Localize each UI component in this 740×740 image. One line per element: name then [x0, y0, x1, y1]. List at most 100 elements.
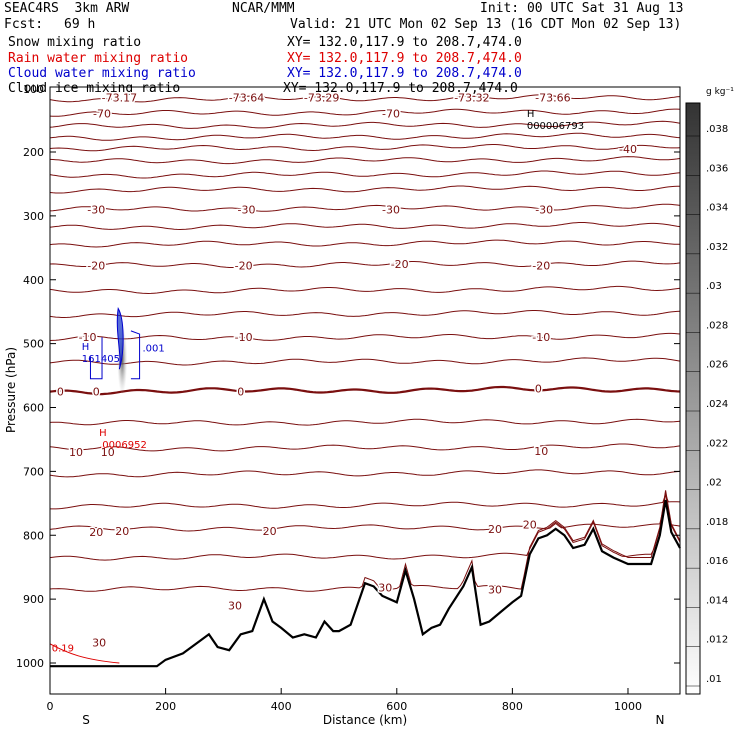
y-tick-label: 200 [23, 146, 44, 159]
temperature-contour [49, 357, 681, 366]
contour-label: -40 [619, 143, 637, 156]
field-xy-cloud-water: XY= 132.0,117.9 to 208.7,474.0 [287, 66, 522, 81]
plot-frame [49, 86, 681, 695]
contour-label: -20 [235, 260, 253, 273]
y-tick-label: 1000 [16, 657, 44, 670]
contour-label: -30 [238, 203, 256, 216]
x-tick-label: 400 [271, 700, 292, 713]
temperature-contour [49, 156, 681, 165]
colorbar-label: .028 [706, 320, 728, 331]
x-axis-label: Distance (km) [323, 713, 407, 727]
field-value-label: 0.19 [52, 644, 74, 655]
y-tick-label: 700 [23, 465, 44, 478]
contour-label: -20 [87, 260, 105, 273]
contour-label: 30 [228, 600, 242, 613]
temperature-contour [49, 185, 680, 194]
field-name-rain: Rain water mixing ratio [8, 51, 189, 66]
contour-label: -70 [93, 108, 111, 121]
title-org: NCAR/MMM [232, 1, 295, 16]
contour-label: 30 [92, 637, 106, 650]
field-xy-snow: XY= 132.0,117.9 to 208.7,474.0 [287, 35, 522, 50]
field-value-label: .001 [142, 343, 164, 354]
contour-label: -73.32 [454, 92, 489, 105]
title-project: SEAC4RS 3km ARW [4, 1, 130, 16]
y-axis-label: Pressure (hPa) [4, 347, 18, 433]
colorbar-label: .024 [706, 399, 728, 410]
colorbar-label: .034 [706, 203, 728, 214]
colorbar-label: .026 [706, 360, 728, 371]
contour-label: -70 [382, 108, 400, 121]
colorbar-label: .032 [706, 242, 728, 253]
temperature-contour [49, 310, 681, 318]
temperature-contour [49, 144, 681, 152]
fcst-value: 69 h [64, 17, 96, 32]
colorbar-label: .016 [706, 556, 728, 567]
contour-label: 0 [93, 386, 100, 399]
max-marker: H [99, 428, 107, 439]
temperature-contour [49, 108, 681, 117]
max-marker-value: 161405 [82, 354, 120, 365]
temperature-contour [49, 94, 681, 103]
field-name-cloud-water: Cloud water mixing ratio [8, 66, 196, 81]
contour-label: 20 [263, 525, 277, 538]
fcst-label: Fcst: [4, 17, 44, 32]
field-xy-cloud-ice: XY= 132.0,117.9 to 208.7,474.0 [283, 81, 518, 96]
temperature-contour [49, 443, 681, 452]
contour-label: -20 [532, 260, 550, 273]
terrain-line [50, 499, 681, 668]
temperature-contour [49, 132, 681, 141]
y-tick-label: 600 [23, 402, 44, 415]
temperature-contour [49, 491, 681, 561]
contour-label: -73.17 [102, 92, 137, 105]
contour-label: 0 [535, 382, 542, 395]
contour-label: -73.29 [304, 92, 339, 105]
y-tick-label: 900 [23, 593, 44, 606]
contour-label: 20 [523, 518, 537, 531]
cloud-water-core [116, 307, 124, 370]
contour-label: -30 [87, 203, 105, 216]
contour-label: 10 [534, 445, 548, 458]
x-tick-label: 0 [47, 700, 54, 713]
temperature-contour [49, 239, 680, 248]
temperature-contour [49, 120, 681, 129]
max-marker-value: 000006793 [527, 121, 584, 132]
y-tick-label: 400 [23, 274, 44, 287]
colorbar-label: .022 [706, 438, 728, 449]
temperature-contour [49, 260, 681, 268]
x-tick-label: 600 [386, 700, 407, 713]
contour-label: -10 [532, 331, 550, 344]
temperature-contour [49, 490, 681, 592]
contour-label: 20 [115, 525, 129, 538]
temperature-contour [49, 222, 681, 231]
max-marker: H [82, 342, 90, 353]
temperature-contour [49, 203, 681, 212]
valid-time: Valid: 21 UTC Mon 02 Sep 13 (16 CDT Mon … [290, 17, 682, 32]
contour-label: 10 [69, 446, 83, 459]
max-marker: H [527, 109, 535, 120]
contour-label: 0 [237, 386, 244, 399]
colorbar-label: .018 [706, 517, 728, 528]
colorbar-label: .03 [706, 281, 722, 292]
contour-label: 0 [57, 386, 64, 399]
contour-label: 20 [488, 523, 502, 536]
y-tick-label: 800 [23, 529, 44, 542]
colorbar-label: .01 [706, 674, 722, 685]
colorbar-label: .012 [706, 635, 728, 646]
temperature-contour [49, 285, 681, 295]
rain-water-contour [49, 643, 120, 664]
colorbar-label: .036 [706, 163, 728, 174]
temperature-contour [49, 385, 681, 396]
x-end-left: S [82, 713, 90, 727]
contour-label: -10 [79, 331, 97, 344]
colorbar [685, 102, 701, 695]
contour-label: -30 [382, 203, 400, 216]
colorbar-label: .038 [706, 124, 728, 135]
contour-label: -73.66 [535, 92, 570, 105]
field-name-snow: Snow mixing ratio [8, 35, 142, 50]
title-init: Init: 00 UTC Sat 31 Aug 13 [480, 1, 684, 16]
contour-label: 20 [89, 526, 103, 539]
y-tick-label: 300 [23, 210, 44, 223]
temperature-contour [49, 332, 681, 341]
x-end-right: N [656, 713, 665, 727]
